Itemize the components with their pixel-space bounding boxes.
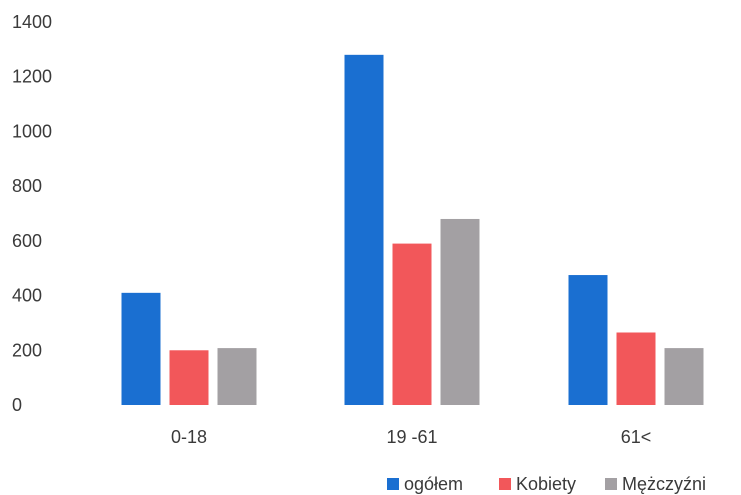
- y-tick-label: 1400: [12, 12, 52, 32]
- legend-item-ogolem: ogółem: [387, 474, 463, 494]
- legend-item-mezczyzni: Mężczyźni: [605, 474, 706, 494]
- x-axis: 0-18 19 -61 61<: [171, 427, 651, 447]
- bar-kobiety-61: [616, 332, 656, 405]
- y-tick-label: 600: [12, 231, 42, 251]
- bar-mezczyzni-19-61: [440, 218, 480, 405]
- y-tick-label: 400: [12, 286, 42, 306]
- y-tick-label: 1000: [12, 121, 52, 141]
- legend-label: ogółem: [404, 474, 463, 494]
- bar-group-19-61: [344, 54, 480, 405]
- bar-kobiety-19-61: [392, 243, 432, 405]
- legend-label: Kobiety: [516, 474, 576, 494]
- y-tick-label: 800: [12, 176, 42, 196]
- bars: [121, 54, 704, 405]
- bar-ogolem-61: [568, 275, 608, 405]
- bar-group-0-18: [121, 292, 257, 405]
- legend-swatch: [387, 478, 399, 490]
- x-category-label: 0-18: [171, 427, 207, 447]
- y-tick-label: 0: [12, 395, 22, 415]
- bar-mezczyzni-0-18: [217, 348, 257, 405]
- legend-item-kobiety: Kobiety: [499, 474, 576, 494]
- bar-group-61: [568, 275, 704, 405]
- legend: ogółem Kobiety Mężczyźni: [387, 474, 706, 494]
- legend-swatch: [605, 478, 617, 490]
- legend-label: Mężczyźni: [622, 474, 706, 494]
- legend-swatch: [499, 478, 511, 490]
- x-category-label: 61<: [621, 427, 652, 447]
- bar-mezczyzni-61: [664, 348, 704, 405]
- y-tick-label: 200: [12, 340, 42, 360]
- bar-ogolem-19-61: [344, 54, 384, 405]
- bar-ogolem-0-18: [121, 292, 161, 405]
- bar-kobiety-0-18: [169, 350, 209, 405]
- y-tick-label: 1200: [12, 67, 52, 87]
- y-axis: 0 200 400 600 800 1000 1200 1400: [12, 12, 52, 415]
- x-category-label: 19 -61: [386, 427, 437, 447]
